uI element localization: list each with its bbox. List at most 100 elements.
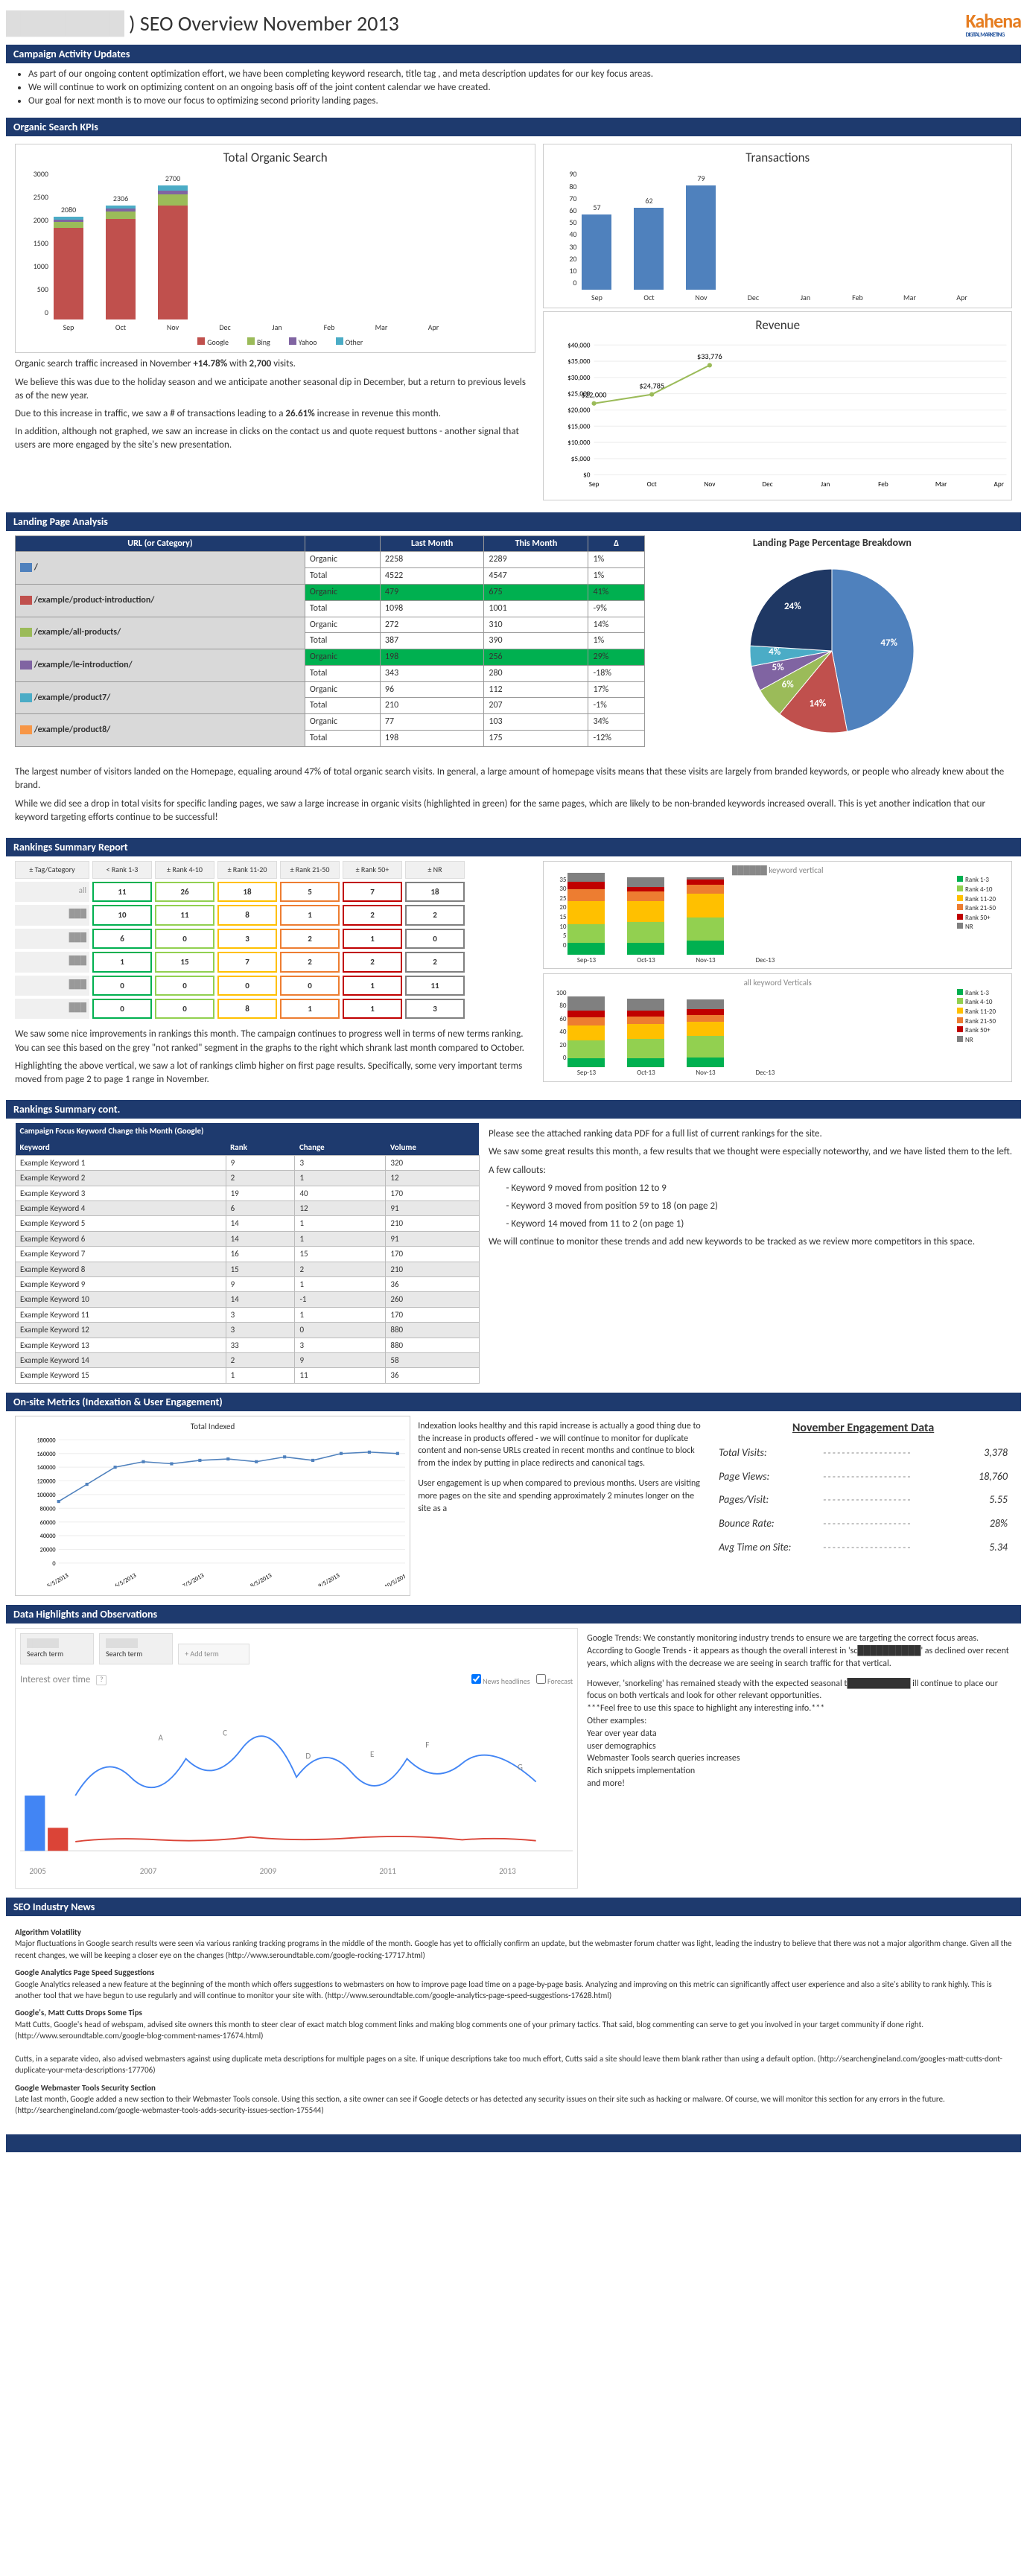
svg-text:$10,000: $10,000 <box>568 439 591 447</box>
activity-content: As part of our ongoing content optimizat… <box>6 63 1021 113</box>
section-landing-header: Landing Page Analysis <box>6 512 1021 531</box>
chart-transactions: Transactions 010203040506070809057Sep62O… <box>543 144 1012 309</box>
news-item: Algorithm VolatilityMajor fluctuations i… <box>15 1927 1012 1961</box>
engagement-metric: Total Visits:-------------------3,378 <box>719 1446 1008 1460</box>
landing-page-table: URL (or Category)Last MonthThis MonthΔ /… <box>15 535 645 747</box>
svg-text:$5,000: $5,000 <box>571 455 591 463</box>
stack-chart-all: all keyword Verticals 020406080100Sep-13… <box>543 973 1012 1081</box>
svg-text:Dec: Dec <box>763 480 773 489</box>
news-item: Google Webmaster Tools Security SectionL… <box>15 2082 1012 2117</box>
svg-text:4%: 4% <box>769 646 781 658</box>
svg-text:Jan: Jan <box>821 480 830 489</box>
svg-text:Nov: Nov <box>705 480 716 489</box>
news-item: Google Analytics Page Speed SuggestionsG… <box>15 1967 1012 2001</box>
engagement-box: November Engagement Data Total Visits:--… <box>714 1416 1012 1596</box>
page-title: ████████ ) SEO Overview November 2013 <box>6 10 399 36</box>
svg-text:$20,000: $20,000 <box>568 407 591 415</box>
svg-text:A: A <box>159 1732 164 1743</box>
svg-text:2005: 2005 <box>29 1866 46 1877</box>
keyword-change-table: Campaign Focus Keyword Change this Month… <box>15 1123 480 1384</box>
svg-text:14%: 14% <box>810 699 827 710</box>
rankings-grid: ± Tag/Category< Rank 1-3± Rank 4-10± Ran… <box>15 861 535 1019</box>
section-onsite-header: On-site Metrics (Indexation & User Engag… <box>6 1393 1021 1411</box>
svg-text:$22,000: $22,000 <box>582 390 607 400</box>
section-news-header: SEO Industry News <box>6 1898 1021 1916</box>
trends-add-term[interactable]: + Add term <box>178 1644 249 1664</box>
svg-text:120000: 120000 <box>36 1478 55 1486</box>
landing-pie-container: Landing Page Percentage Breakdown 47%14%… <box>652 535 1012 753</box>
svg-text:80000: 80000 <box>40 1506 56 1513</box>
svg-text:$40,000: $40,000 <box>568 341 591 349</box>
svg-text:$15,000: $15,000 <box>568 422 591 430</box>
activity-bullet: Our goal for next month is to move our f… <box>28 95 1012 108</box>
trends-search-term[interactable]: ██████Search term <box>99 1633 173 1664</box>
engagement-metric: Bounce Rate:-------------------28% <box>719 1516 1008 1531</box>
svg-text:140000: 140000 <box>36 1464 55 1472</box>
activity-bullet: We will continue to work on optimizing c… <box>28 81 1012 95</box>
section-rankings-header: Rankings Summary Report <box>6 838 1021 856</box>
report-header: ████████ ) SEO Overview November 2013 Ka… <box>6 6 1021 40</box>
svg-text:9/5/2013: 9/5/2013 <box>317 1572 341 1586</box>
landing-pie-chart: 47% 14% 6% 5% 4% 24% <box>720 554 944 748</box>
help-icon[interactable]: ? <box>96 1675 106 1685</box>
svg-text:D: D <box>305 1751 311 1761</box>
svg-text:2009: 2009 <box>260 1866 277 1877</box>
svg-text:Apr: Apr <box>994 480 1005 489</box>
svg-text:2011: 2011 <box>379 1866 396 1877</box>
stack-chart-vertical: ██████ keyword vertical 05101520253035Se… <box>543 861 1012 969</box>
footer-bar <box>6 2134 1021 2152</box>
news-list: Algorithm VolatilityMajor fluctuations i… <box>6 1916 1021 2127</box>
chart-revenue: Revenue $0$5,000$10,000$15,000$20,000$25… <box>543 311 1012 500</box>
svg-text:$33,776: $33,776 <box>698 352 723 361</box>
svg-text:8/5/2013: 8/5/2013 <box>249 1572 273 1586</box>
svg-text:G: G <box>518 1762 523 1772</box>
svg-text:F: F <box>425 1740 429 1750</box>
svg-text:$0: $0 <box>584 471 591 480</box>
onsite-text: Indexation looks healthy and this rapid … <box>418 1416 707 1596</box>
svg-text:20000: 20000 <box>40 1547 56 1554</box>
chart-organic-search: Total Organic Search 0500100015002000250… <box>15 144 535 354</box>
svg-text:Mar: Mar <box>935 480 947 489</box>
svg-text:6/5/2013: 6/5/2013 <box>114 1572 138 1586</box>
forecast-toggle[interactable]: Forecast <box>536 1674 573 1687</box>
svg-text:60000: 60000 <box>40 1519 56 1527</box>
google-trends-widget: ██████Search term ██████Search term + Ad… <box>15 1628 578 1889</box>
activity-bullet: As part of our ongoing content optimizat… <box>28 68 1012 81</box>
section-activity-header: Campaign Activity Updates <box>6 45 1021 63</box>
indexed-line-chart: 0200004000060000800001000001200001400001… <box>20 1432 405 1586</box>
chart-indexed: Total Indexed 02000040000600008000010000… <box>15 1416 410 1596</box>
svg-text:5%: 5% <box>772 662 785 673</box>
revenue-line-chart: $0$5,000$10,000$15,000$20,000$25,000$30,… <box>548 337 1007 490</box>
svg-text:10/5/2013: 10/5/2013 <box>384 1571 405 1586</box>
svg-text:5/5/2013: 5/5/2013 <box>46 1572 70 1586</box>
svg-text:47%: 47% <box>881 637 898 649</box>
trends-interest-chart: A C D E F G 2005 2007 2009 2011 2013 <box>20 1694 573 1878</box>
svg-text:0: 0 <box>52 1560 55 1568</box>
svg-text:Feb: Feb <box>879 480 889 489</box>
svg-text:$24,785: $24,785 <box>640 381 665 391</box>
trends-search-term[interactable]: ██████Search term <box>20 1633 94 1664</box>
section-kpi-header: Organic Search KPIs <box>6 118 1021 136</box>
svg-text:180000: 180000 <box>36 1437 55 1445</box>
svg-text:6%: 6% <box>782 679 795 690</box>
svg-text:2013: 2013 <box>499 1866 516 1877</box>
section-highlights-header: Data Highlights and Observations <box>6 1605 1021 1623</box>
svg-text:24%: 24% <box>784 601 801 612</box>
svg-text:Oct: Oct <box>647 480 657 489</box>
svg-text:$35,000: $35,000 <box>568 357 591 366</box>
svg-text:Sep: Sep <box>589 480 600 489</box>
engagement-metric: Avg Time on Site:-------------------5.34 <box>719 1540 1008 1555</box>
section-rankings2-header: Rankings Summary cont. <box>6 1100 1021 1119</box>
svg-text:40000: 40000 <box>40 1533 56 1540</box>
svg-text:C: C <box>223 1728 227 1738</box>
svg-text:2007: 2007 <box>140 1866 157 1877</box>
brand-logo: Kahena DIGITAL MARKETING <box>965 9 1021 37</box>
engagement-metric: Pages/Visit:-------------------5.55 <box>719 1492 1008 1507</box>
engagement-metric: Page Views:-------------------18,760 <box>719 1469 1008 1484</box>
redacted-client: ████████ <box>6 10 124 36</box>
svg-text:$30,000: $30,000 <box>568 374 591 382</box>
news-headlines-toggle[interactable]: News headlines <box>471 1674 530 1687</box>
svg-text:7/5/2013: 7/5/2013 <box>182 1572 206 1586</box>
svg-text:160000: 160000 <box>36 1451 55 1458</box>
news-item: Google's, Matt Cutts Drops Some TipsMatt… <box>15 2007 1012 2076</box>
